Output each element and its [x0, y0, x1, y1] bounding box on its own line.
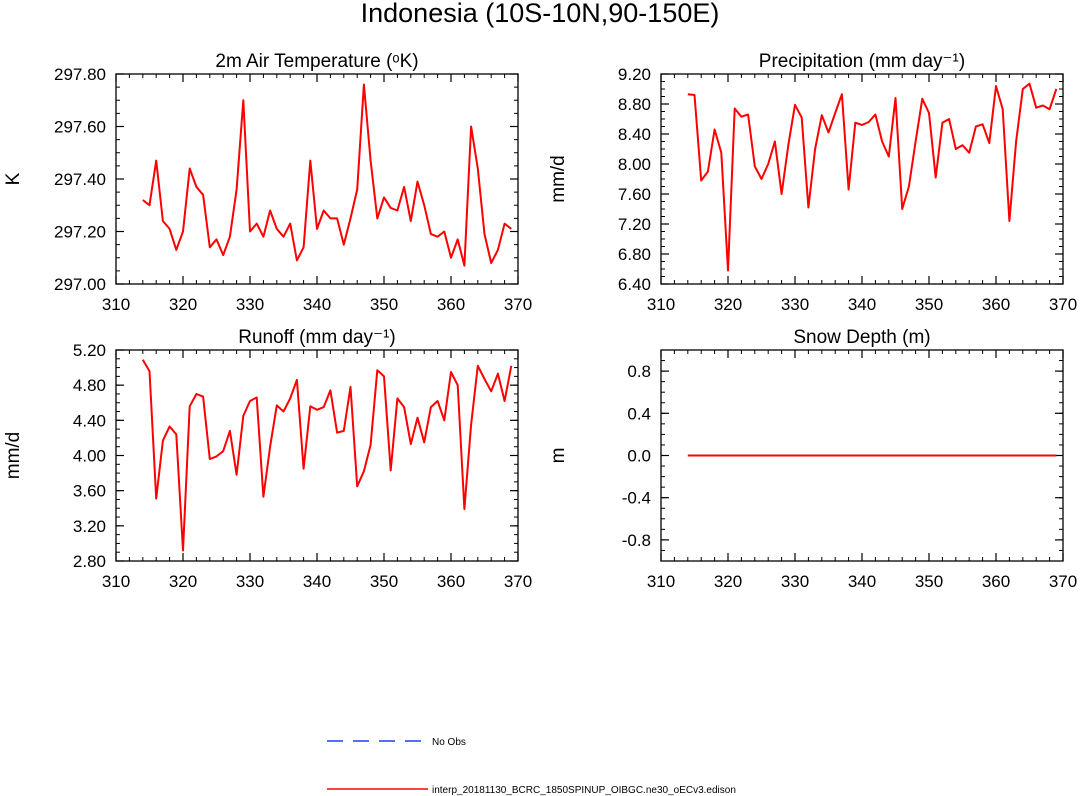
chart-3: Runoff (mm day⁻¹) mm/d 310 320 330 340 350 360 3…: [3, 327, 532, 591]
chart-3-frame: [115, 349, 519, 562]
chart-2-xtick-label: 330: [781, 295, 809, 314]
chart-2-ytick-label: 9.20: [618, 65, 651, 84]
figure-title: Indonesia (10S-10N,90-150E): [361, 0, 720, 28]
chart-3-ytick-label: 5.20: [73, 341, 106, 360]
chart-2-xtick-label: 350: [915, 295, 943, 314]
chart-1-xtick-label: 330: [236, 295, 264, 314]
chart-3-xtick-label: 350: [370, 572, 398, 591]
chart-1-ytick-label: 297.20: [54, 223, 106, 242]
chart-1-series-line: [142, 83, 512, 267]
chart-1-xtick-label: 360: [437, 295, 465, 314]
chart-4: Snow Depth (m) m 310 320 330 340 350 360 370 -0.8…: [548, 327, 1077, 591]
chart-4-ytick-label: -0.8: [622, 531, 651, 550]
chart-4-xtick-label: 330: [781, 572, 809, 591]
chart-3-xtick-label: 360: [437, 572, 465, 591]
legend: No Obs interp_20181130_BCRC_1850SPINUP_O…: [327, 737, 736, 796]
chart-1-title: 2m Air Temperature (ᵒK): [215, 51, 418, 72]
chart-2-ytick-label: 7.20: [618, 215, 651, 234]
chart-3-ytick-label: 3.20: [73, 517, 106, 536]
chart-1-ylabel: K: [3, 172, 24, 185]
chart-4-xtick-label: 360: [982, 572, 1010, 591]
chart-3-title: Runoff (mm day⁻¹): [238, 327, 396, 348]
chart-3-series-line: [141, 359, 513, 552]
chart-2-ytick-label: 8.40: [618, 125, 651, 144]
chart-4-ytick-label: 0.0: [627, 447, 651, 466]
chart-1-xtick-label: 350: [370, 295, 398, 314]
chart-2-xtick-label: 370: [1049, 295, 1077, 314]
chart-1-ytick-label: 297.40: [54, 170, 106, 189]
chart-2-xtick-label: 320: [714, 295, 742, 314]
chart-2-xtick-label: 310: [647, 295, 675, 314]
legend-obs-label: No Obs: [432, 737, 466, 748]
chart-4-title: Snow Depth (m): [793, 327, 930, 348]
chart-1-ytick-label: 297.60: [54, 118, 106, 137]
chart-1-xtick-label: 320: [169, 295, 197, 314]
chart-2-xtick-label: 340: [848, 295, 876, 314]
chart-1-xtick-label: 370: [504, 295, 532, 314]
chart-1: 2m Air Temperature (ᵒK) K 310 320 330 340 350 3…: [3, 51, 532, 314]
chart-2-ytick-label: 6.80: [618, 245, 651, 264]
chart-3-xtick-label: 310: [102, 572, 130, 591]
chart-4-ylabel: m: [548, 448, 569, 464]
chart-3-xtick-label: 340: [303, 572, 331, 591]
chart-1-xtick-label: 310: [102, 295, 130, 314]
chart-2-title: Precipitation (mm day⁻¹): [759, 51, 965, 72]
chart-4-ytick-label: 0.8: [627, 362, 651, 381]
chart-1-ytick-label: 297.80: [54, 65, 106, 84]
chart-3-xtick-label: 330: [236, 572, 264, 591]
chart-3-ytick-label: 4.80: [73, 376, 106, 395]
chart-1-xtick-label: 340: [303, 295, 331, 314]
chart-3-ytick-label: 4.40: [73, 411, 106, 430]
chart-3-xtick-label: 320: [169, 572, 197, 591]
chart-2-ylabel: mm/d: [548, 155, 569, 203]
chart-4-xtick-label: 320: [714, 572, 742, 591]
chart-4-xtick-label: 350: [915, 572, 943, 591]
chart-2-ytick-label: 8.80: [618, 95, 651, 114]
chart-2-frame: [660, 73, 1064, 285]
chart-3-ytick-label: 3.60: [73, 482, 106, 501]
chart-2-ytick-label: 6.40: [618, 275, 651, 294]
chart-3-ylabel: mm/d: [3, 432, 24, 480]
chart-2-xtick-label: 360: [982, 295, 1010, 314]
chart-4-ytick-label: 0.4: [627, 404, 651, 423]
chart-2: Precipitation (mm day⁻¹) mm/d 310 320 330 340…: [548, 51, 1077, 314]
chart-1-frame: [115, 73, 519, 285]
chart-3-ytick-label: 4.00: [73, 447, 106, 466]
chart-2-ytick-label: 8.00: [618, 155, 651, 174]
legend-model-label: interp_20181130_BCRC_1850SPINUP_OIBGC.ne…: [432, 785, 736, 796]
chart-4-xtick-label: 310: [647, 572, 675, 591]
chart-3-xtick-label: 370: [504, 572, 532, 591]
chart-3-ytick-label: 2.80: [73, 552, 106, 571]
chart-panels: 2m Air Temperature (ᵒK) K 310 320 330 340 350 3…: [3, 51, 1077, 591]
chart-1-ytick-label: 297.00: [54, 275, 106, 294]
chart-2-series-line: [687, 82, 1058, 272]
chart-4-ytick-label: -0.4: [622, 489, 651, 508]
chart-4-xtick-label: 370: [1049, 572, 1077, 591]
chart-4-xtick-label: 340: [848, 572, 876, 591]
chart-2-ytick-label: 7.60: [618, 185, 651, 204]
